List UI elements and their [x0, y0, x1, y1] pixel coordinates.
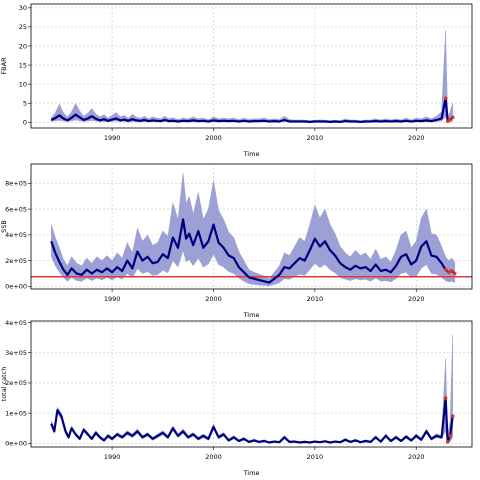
x-tick-label: 2020	[408, 453, 425, 461]
y-tick-label: 15	[19, 61, 27, 69]
y-tick-label: 8e+05	[5, 180, 27, 188]
ssb-x-axis-label: Time	[243, 311, 260, 319]
ssb-recent-point	[449, 269, 454, 273]
x-tick-label: 1990	[104, 134, 121, 142]
x-tick-label: 2000	[205, 134, 222, 142]
y-tick-label: 4e+05	[5, 319, 27, 327]
y-tick-label: 25	[19, 23, 27, 31]
x-tick-label: 2020	[408, 134, 425, 142]
x-tick-label: 2020	[408, 295, 425, 303]
y-tick-label: 5	[23, 100, 27, 108]
ssb-confidence-band	[51, 172, 456, 287]
catch-panel: 1990 2000 2010 2020 0e+00 1e+05 2e+05 3e+05 4e+0…	[0, 319, 473, 477]
x-tick-label: 2010	[307, 453, 324, 461]
catch-recent-point	[448, 434, 453, 438]
y-tick-label: 3e+05	[5, 349, 27, 357]
fbar-x-axis-label: Time	[243, 150, 260, 158]
y-tick-label: 30	[19, 4, 27, 12]
y-tick-label: 2e+05	[5, 379, 27, 387]
y-tick-label: 0e+00	[5, 283, 27, 291]
ssb-recent-point	[446, 270, 451, 275]
x-tick-label: 2000	[205, 453, 222, 461]
fbar-panel: 1990 2000 2010 2020 0 5 10 15 20 25 30 Time FBAR	[0, 3, 473, 158]
catch-x-axis-label: Time	[243, 469, 260, 477]
fbar-confidence-band	[51, 30, 453, 123]
ssb-plot-frame	[30, 163, 473, 290]
y-tick-label: 2e+05	[5, 257, 27, 265]
catch-confidence-band	[51, 334, 453, 444]
catch-recent-point	[445, 440, 450, 444]
y-tick-label: 6e+05	[5, 205, 27, 213]
y-tick-label: 20	[19, 42, 27, 50]
catch-y-axis-label: total catch	[0, 367, 8, 402]
fbar-recent-point	[450, 115, 455, 120]
y-tick-label: 0e+00	[5, 440, 27, 448]
catch-estimate-line	[50, 397, 454, 444]
x-tick-label: 2010	[307, 134, 324, 142]
fbar-y-axis-label: FBAR	[0, 57, 8, 75]
y-tick-label: 4e+05	[5, 231, 27, 239]
fbar-recent-point	[443, 96, 448, 101]
ssb-panel: 1990 2000 2010 2020 0e+00 2e+05 4e+05 6e+05 8e+0…	[0, 163, 473, 319]
ssb-estimate-line	[50, 218, 456, 284]
fbar-recent-point	[447, 118, 452, 122]
x-tick-label: 1990	[104, 453, 121, 461]
fbar-estimate-line	[50, 97, 454, 124]
ssb-recent-point	[452, 271, 457, 276]
y-tick-label: 10	[19, 80, 27, 88]
x-tick-label: 2000	[205, 295, 222, 303]
x-tick-label: 1990	[104, 295, 121, 303]
ssb-recent-point	[443, 267, 448, 272]
y-tick-label: 0	[23, 119, 27, 127]
ssb-y-axis-label: SSB	[0, 220, 8, 233]
fbar-plot-frame	[30, 3, 473, 129]
y-tick-label: 1e+05	[5, 409, 27, 417]
catch-plot-frame	[30, 320, 473, 448]
x-tick-label: 2010	[307, 295, 324, 303]
catch-recent-point	[443, 396, 448, 400]
catch-recent-point	[450, 414, 455, 418]
